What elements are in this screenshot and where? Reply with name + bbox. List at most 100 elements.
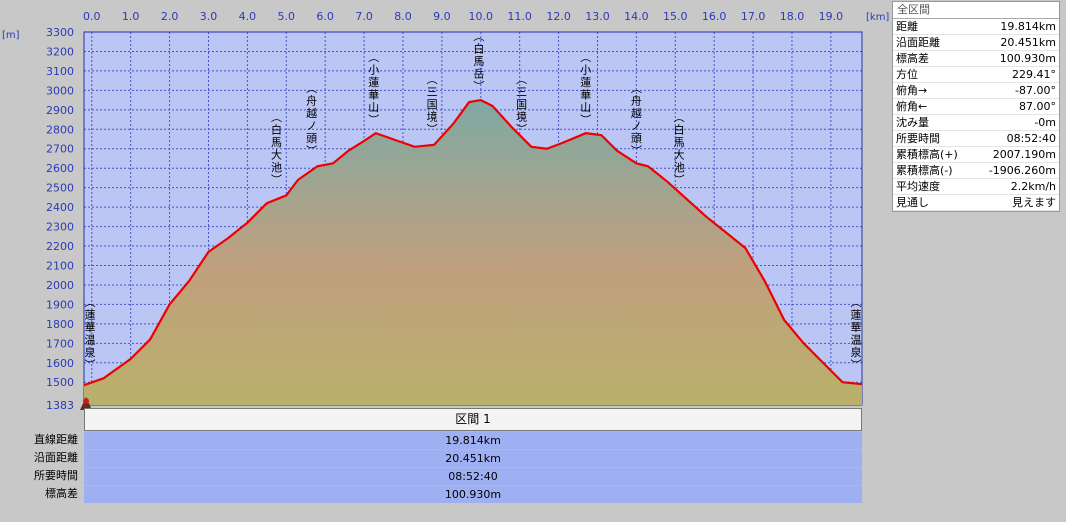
y-tick-label: 1600 [46, 357, 74, 370]
y-axis-label: [m] [2, 30, 20, 41]
stats-value: 19.814km [1000, 20, 1056, 33]
y-tick-label: 2700 [46, 143, 74, 156]
y-tick-label: 2600 [46, 162, 74, 175]
section-value-elevation-diff: 100.930m [84, 485, 862, 503]
x-tick-label: 6.0 [316, 10, 334, 23]
x-tick-label: 8.0 [394, 10, 412, 23]
peak-label: ︵三国境︶ [516, 73, 527, 136]
x-tick-label: 2.0 [161, 10, 179, 23]
stats-value: 20.451km [1000, 36, 1056, 49]
section-value-distance: 19.814km [84, 431, 862, 449]
stats-key: 方位 [896, 68, 918, 81]
stats-key: 沈み量 [896, 116, 929, 129]
stats-row: 見通し 見えます [893, 195, 1059, 211]
y-tick-label: 1700 [46, 337, 74, 350]
stats-rows: 距離 19.814km 沿面距離 20.451km 標高差 100.930m 方位 229.4… [893, 19, 1059, 211]
peak-label: ︵白馬大池︶ [271, 111, 282, 187]
stats-value: 08:52:40 [1006, 132, 1056, 145]
y-tick-label: 3300 [46, 26, 74, 39]
stats-value: -1906.260m [988, 164, 1056, 177]
peak-label: ︵三国境︶ [427, 73, 438, 136]
y-tick-label: 1500 [46, 376, 74, 389]
stats-value: 100.930m [999, 52, 1056, 65]
x-tick-label: 16.0 [702, 10, 727, 23]
x-tick-label: 5.0 [278, 10, 296, 23]
y-tick-label: 2400 [46, 201, 74, 214]
stats-row: 累積標高(-) -1906.260m [893, 163, 1059, 179]
stats-value: 2007.190m [992, 148, 1056, 161]
x-tick-label: 14.0 [624, 10, 649, 23]
stats-row: 俯角→ -87.00° [893, 83, 1059, 99]
peak-label: ︵舟越ノ頭︶ [306, 82, 317, 158]
y-tick-label: 2300 [46, 221, 74, 234]
x-tick-label: 0.0 [83, 10, 101, 23]
stats-value: -0m [1034, 116, 1056, 129]
x-tick-label: 11.0 [507, 10, 532, 23]
section-value-time: 08:52:40 [84, 467, 862, 485]
y-tick-label: 2800 [46, 123, 74, 136]
stats-key: 平均速度 [896, 180, 940, 193]
y-tick-label: 2200 [46, 240, 74, 253]
stats-key: 累積標高(-) [896, 164, 953, 177]
stats-key: 標高差 [896, 52, 929, 65]
stats-row: 俯角← 87.00° [893, 99, 1059, 115]
peak-label: ︵舟越ノ頭︶ [631, 82, 642, 158]
area-layer [83, 98, 863, 405]
section-label-surface-distance: 沿面距離 [34, 451, 78, 464]
stats-title: 全区間 [893, 2, 1059, 19]
x-tick-label: 10.0 [469, 10, 494, 23]
stats-key: 距離 [896, 20, 918, 33]
x-tick-label: 3.0 [200, 10, 218, 23]
stats-key: 沿面距離 [896, 36, 940, 49]
y-tick-label: 1800 [46, 318, 74, 331]
x-tick-label: 9.0 [433, 10, 451, 23]
peak-label: ︵蓮華温泉︶ [851, 296, 862, 372]
stats-row: 所要時間 08:52:40 [893, 131, 1059, 147]
stats-row: 距離 19.814km [893, 19, 1059, 35]
stats-panel: 全区間 距離 19.814km 沿面距離 20.451km 標高差 100.930m 方位 2… [892, 1, 1060, 212]
stats-key: 所要時間 [896, 132, 940, 145]
section-header[interactable]: 区間 1 [84, 408, 862, 431]
peak-label: ︵白馬岳︶ [473, 30, 484, 93]
elevation-line [83, 98, 863, 387]
section-label-elevation-diff: 標高差 [45, 487, 78, 500]
y-tick-label: 3200 [46, 45, 74, 58]
peak-label: ︵白馬大池︶ [674, 111, 685, 187]
x-tick-label: 12.0 [546, 10, 571, 23]
start-marker-icon [80, 397, 92, 410]
section-panel: 区間 1 19.814km 20.451km 08:52:40 100.930m [84, 408, 862, 506]
x-tick-label: 18.0 [780, 10, 805, 23]
x-tick-label: 7.0 [355, 10, 373, 23]
section-label-time: 所要時間 [34, 469, 78, 482]
stats-row: 方位 229.41° [893, 67, 1059, 83]
stats-row: 平均速度 2.2km/h [893, 179, 1059, 195]
stats-value: 2.2km/h [1010, 180, 1056, 193]
peak-label: ︵小蓮華山︶ [368, 51, 379, 127]
y-min-label: 1383 [46, 399, 74, 410]
stats-row: 沈み量 -0m [893, 115, 1059, 131]
x-tick-label: 1.0 [122, 10, 140, 23]
peak-label: ︵小蓮華山︶ [580, 51, 591, 127]
stats-row: 沿面距離 20.451km [893, 35, 1059, 51]
x-tick-label: 19.0 [819, 10, 844, 23]
y-axis-ticks: 3300 3200 3100 3000 2900 2800 2700 2600 2500 2400… [46, 26, 74, 389]
y-tick-label: 1900 [46, 298, 74, 311]
y-tick-label: 2500 [46, 182, 74, 195]
x-axis-ticks: 0.0 1.0 2.0 3.0 4.0 5.0 6.0 7.0 8.0 9.0 10.0 11.0 12… [83, 10, 843, 23]
stats-key: 見通し [896, 196, 929, 209]
section-label-distance: 直線距離 [34, 433, 78, 446]
stats-value: 87.00° [1019, 100, 1056, 113]
stats-value: -87.00° [1015, 84, 1056, 97]
stats-key: 俯角← [896, 100, 928, 113]
stats-row: 累積標高(+) 2007.190m [893, 147, 1059, 163]
y-tick-label: 3000 [46, 84, 74, 97]
x-tick-label: 17.0 [741, 10, 766, 23]
peak-annotations: ︵蓮華温泉︶ ︵白馬大池︶ ︵舟越ノ頭︶ ︵小蓮華山︶ ︵三国境︶ ︵白馬岳︶ ︵三国境︶ ︵… [85, 30, 862, 371]
stats-key: 俯角→ [896, 84, 928, 97]
stats-row: 標高差 100.930m [893, 51, 1059, 67]
y-tick-label: 2100 [46, 259, 74, 272]
section-row-labels: 直線距離 沿面距離 所要時間 標高差 [0, 431, 78, 503]
y-tick-label: 2900 [46, 104, 74, 117]
stats-value: 229.41° [1012, 68, 1056, 81]
x-axis-label: [km] [866, 12, 889, 23]
